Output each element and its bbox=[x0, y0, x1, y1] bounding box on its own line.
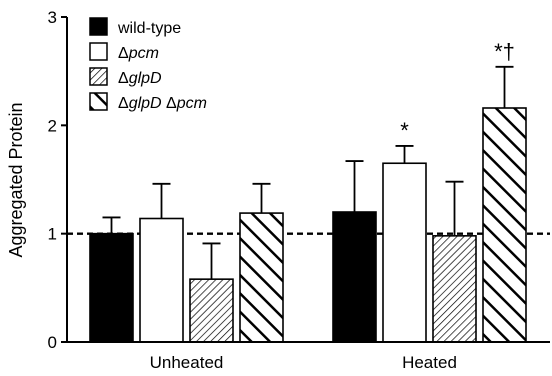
legend-swatch-wild-type bbox=[89, 17, 108, 36]
legend-item-glpd-pcm: ΔglpD Δpcm bbox=[89, 92, 207, 112]
y-tick-label: 3 bbox=[48, 8, 57, 27]
bar-1-unheated bbox=[89, 232, 134, 343]
legend: wild-type Δpcm ΔglpD ΔglpD Δpcm bbox=[89, 17, 207, 112]
legend-label-pcm: Δpcm bbox=[118, 45, 159, 62]
y-tick-label: 2 bbox=[48, 116, 57, 135]
bar-1-heated bbox=[332, 211, 377, 343]
y-tick-label: 1 bbox=[48, 225, 57, 244]
bars-group: * *† bbox=[89, 39, 527, 343]
axes-group: 0 1 2 3 Unheated Heated bbox=[48, 8, 550, 372]
bar-4-unheated bbox=[239, 212, 284, 343]
bar-3-unheated bbox=[189, 278, 234, 343]
y-axis-label: Aggregated Protein bbox=[6, 102, 26, 257]
legend-label-wild-type: wild-type bbox=[117, 20, 181, 37]
legend-swatch-glpd bbox=[89, 67, 108, 86]
legend-label-glpd-pcm: ΔglpD Δpcm bbox=[118, 95, 207, 112]
bar-2-unheated bbox=[139, 217, 184, 343]
legend-item-wild-type: wild-type bbox=[89, 17, 181, 37]
legend-item-pcm: Δpcm bbox=[89, 42, 159, 62]
x-category-label: Heated bbox=[402, 353, 457, 372]
significance-marker: * bbox=[400, 118, 409, 143]
x-category-label: Unheated bbox=[150, 353, 224, 372]
significance-marker: *† bbox=[494, 39, 515, 64]
legend-label-glpd: ΔglpD bbox=[118, 70, 162, 87]
bar-2-heated bbox=[382, 162, 427, 343]
legend-swatch-pcm bbox=[89, 42, 108, 61]
legend-item-glpd: ΔglpD bbox=[89, 67, 162, 87]
bar-3-heated bbox=[432, 235, 477, 343]
bar-4-heated bbox=[482, 107, 527, 343]
legend-swatch-glpd-pcm bbox=[89, 92, 108, 111]
y-tick-label: 0 bbox=[48, 333, 57, 352]
